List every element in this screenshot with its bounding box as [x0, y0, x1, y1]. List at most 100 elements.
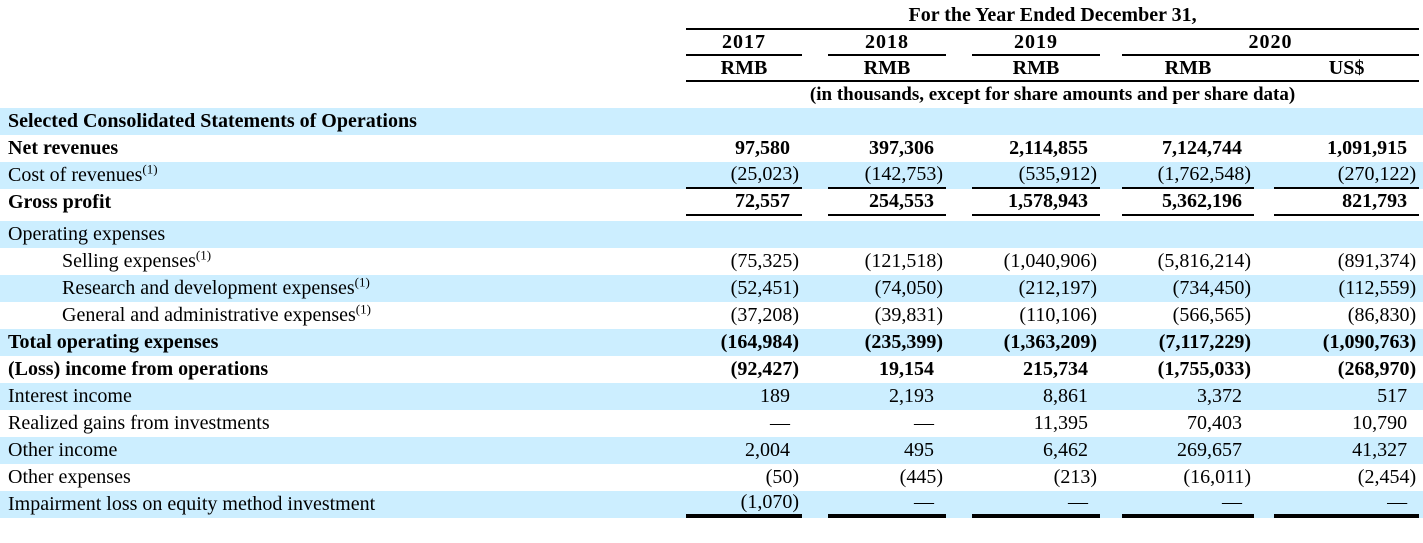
value-cell: (92,427): [686, 356, 802, 383]
row-label-text: Other expenses: [8, 466, 131, 488]
value-cell: 6,462: [972, 437, 1100, 464]
value-text: —: [914, 412, 934, 434]
value-cell: (268,970): [1274, 356, 1419, 383]
value-cell: (75,325): [686, 248, 802, 275]
row-label: Gross profit: [0, 189, 686, 216]
value-text: 6,462: [1043, 439, 1088, 461]
value-text: —: [1222, 491, 1242, 513]
value-cell: —: [828, 410, 946, 437]
value-cell: (1,040,906): [972, 248, 1100, 275]
value-cell: [1122, 221, 1254, 248]
value-cell: 2,114,855: [972, 135, 1100, 162]
value-cell: (2,454): [1274, 464, 1419, 491]
value-text: (270,122): [1337, 163, 1417, 185]
row-label-text: Total operating expenses: [8, 331, 219, 353]
value-cell: (7,117,229): [1122, 329, 1254, 356]
value-text: (16,011): [1183, 466, 1251, 488]
value-text: 189: [760, 385, 790, 407]
row-label: Interest income: [0, 383, 686, 410]
row-label-text: (Loss) income from operations: [8, 358, 269, 380]
row-label: Selected Consolidated Statements of Oper…: [0, 108, 686, 135]
value-cell: (1,363,209): [972, 329, 1100, 356]
value-cell: 1,091,915: [1274, 135, 1419, 162]
value-text: (52,451): [730, 277, 799, 299]
value-text: 7,124,744: [1162, 137, 1242, 159]
value-cell: [828, 221, 946, 248]
footnote-ref: (1): [142, 161, 158, 177]
value-text: (121,518): [864, 250, 943, 272]
value-text: (1,090,763): [1322, 331, 1417, 353]
value-cell: (445): [828, 464, 946, 491]
header-years-row: 2017 2018 2019 2020: [0, 30, 1423, 56]
value-text: (235,399): [864, 331, 943, 353]
row-label: Other expenses: [0, 464, 686, 491]
value-text: 10,790: [1352, 412, 1408, 434]
value-text: (445): [899, 466, 943, 488]
value-cell: (50): [686, 464, 802, 491]
value-cell: 11,395: [972, 410, 1100, 437]
header-currency: RMB: [1122, 56, 1254, 82]
value-cell: (5,816,214): [1122, 248, 1254, 275]
value-cell: [1274, 108, 1419, 135]
value-text: 11,395: [1033, 412, 1088, 434]
value-text: (92,427): [730, 358, 799, 380]
value-text: 495: [904, 439, 934, 461]
value-cell: (112,559): [1274, 275, 1419, 302]
row-label: General and administrative expenses(1): [0, 302, 686, 329]
value-text: 2,004: [745, 439, 790, 461]
value-text: (1,762,548): [1157, 163, 1251, 185]
value-cell: (1,755,033): [1122, 356, 1254, 383]
table-row: Net revenues 97,580 397,306 2,114,855 7,124,…: [0, 135, 1423, 162]
value-text: —: [1068, 491, 1088, 513]
value-text: (212,197): [1018, 277, 1097, 299]
value-cell: (235,399): [828, 329, 946, 356]
value-cell: 1,578,943: [972, 189, 1100, 216]
table-row: Interest income 189 2,193 8,861 3,372 517: [0, 383, 1423, 410]
row-label: (Loss) income from operations: [0, 356, 686, 383]
header-currency: RMB: [972, 56, 1100, 82]
value-cell: 41,327: [1274, 437, 1419, 464]
row-label-text: Impairment loss on equity method investm…: [8, 493, 376, 515]
value-text: —: [914, 491, 934, 513]
value-cell: (535,912): [972, 162, 1100, 189]
value-text: (86,830): [1347, 304, 1417, 326]
value-cell: 821,793: [1274, 189, 1420, 216]
value-text: (75,325): [730, 250, 799, 272]
table-body: Selected Consolidated Statements of Oper…: [0, 108, 1423, 518]
value-text: 2,114,855: [1009, 137, 1088, 159]
table-row: Selling expenses(1) (75,325) (121,518) (1,0…: [0, 248, 1423, 275]
value-text: 1,578,943: [1008, 190, 1088, 212]
row-label: Net revenues: [0, 135, 686, 162]
value-text: 397,306: [869, 137, 934, 159]
header-currency: RMB: [686, 56, 802, 82]
value-cell: 397,306: [828, 135, 946, 162]
value-text: (1,755,033): [1157, 358, 1251, 380]
value-text: 3,372: [1197, 385, 1242, 407]
value-text: (142,753): [864, 163, 943, 185]
units-note: (in thousands, except for share amounts …: [809, 84, 1296, 106]
value-cell: [1274, 221, 1419, 248]
value-cell: —: [1274, 491, 1420, 518]
value-cell: 2,193: [828, 383, 946, 410]
header-year-2019: 2019: [972, 30, 1100, 56]
value-text: 269,657: [1177, 439, 1242, 461]
table-row: Cost of revenues(1) (25,023) (142,753) (535…: [0, 162, 1423, 189]
footnote-ref: (1): [354, 274, 370, 290]
row-label: Impairment loss on equity method investm…: [0, 491, 686, 518]
value-text: 41,327: [1352, 439, 1408, 461]
table-row: Total operating expenses (164,984) (235,39…: [0, 329, 1423, 356]
header-currency: US$: [1274, 56, 1420, 82]
header-year-2017: 2017: [686, 30, 802, 56]
value-cell: (39,831): [828, 302, 946, 329]
value-cell: —: [828, 491, 946, 518]
header-year-2020: 2020: [1122, 30, 1420, 56]
value-cell: 7,124,744: [1122, 135, 1254, 162]
table-row: Impairment loss on equity method investm…: [0, 491, 1423, 518]
value-cell: 8,861: [972, 383, 1100, 410]
value-text: (112,559): [1338, 277, 1417, 299]
row-label-text: Other income: [8, 439, 118, 461]
row-label-text: Cost of revenues: [8, 164, 143, 186]
value-cell: (86,830): [1274, 302, 1419, 329]
value-text: 19,154: [879, 358, 934, 380]
